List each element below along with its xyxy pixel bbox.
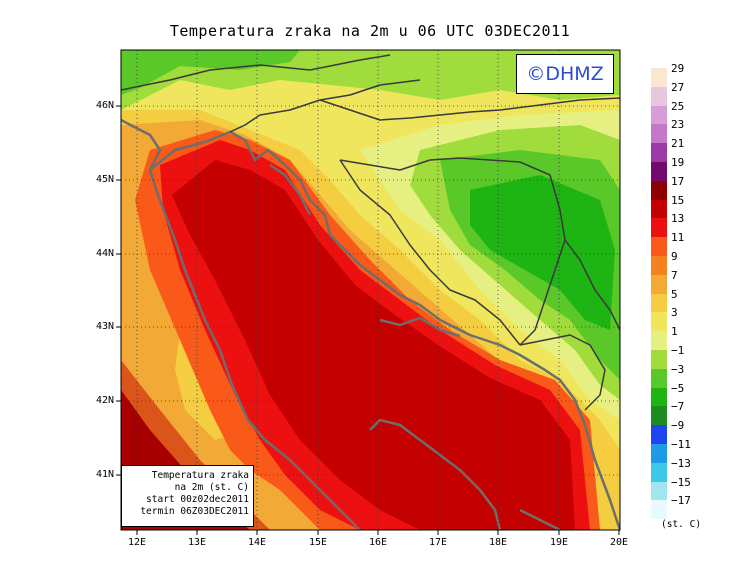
legend-label: 1 (671, 325, 678, 339)
border-serbia (564, 239, 620, 331)
lon-label-17e: 17E (428, 537, 448, 548)
lat-label-43n: 43N (95, 321, 114, 332)
coastline-italy (121, 118, 361, 530)
border-alps (121, 54, 391, 91)
legend-swatch (651, 256, 667, 275)
lat-label-46n: 46N (95, 100, 114, 111)
legend-swatch (651, 500, 667, 520)
border-bosnia-north (339, 157, 566, 241)
info-line-1: Temperatura zraka (151, 470, 249, 481)
field-adriatic-deep (172, 160, 575, 530)
lat-label-42n: 42N (95, 395, 114, 406)
legend-swatch (651, 124, 667, 144)
borders (121, 54, 620, 411)
legend-swatch (651, 462, 667, 482)
legend-label: −5 (671, 381, 685, 395)
coastline-gargano (369, 418, 502, 530)
legend-label: −3 (671, 362, 685, 376)
info-line-4: termin 06Z03DEC2011 (140, 506, 249, 517)
axis-ticks (116, 105, 620, 535)
legend-label: −11 (671, 438, 691, 451)
legend-label: 9 (671, 250, 678, 263)
legend-label: 13 (671, 212, 685, 226)
legend-swatch (651, 199, 667, 219)
coastlines (121, 118, 620, 530)
lat-label-45n: 45N (95, 174, 114, 185)
legend-swatch (651, 293, 667, 313)
border-slovenia (229, 79, 421, 133)
lon-label-12e: 12E (127, 537, 147, 548)
temperature-field (121, 50, 620, 530)
dhmz-badge: ©DHMZ (516, 54, 614, 94)
info-box: Temperatura zraka na 2m (st. C) start 00… (121, 465, 254, 527)
legend-swatch (651, 368, 667, 388)
legend-swatch (651, 444, 667, 463)
legend-label: 7 (671, 268, 678, 282)
legend-label: 17 (671, 174, 685, 188)
legend-label: −1 (671, 344, 685, 357)
legend-swatch (651, 406, 667, 426)
legend-swatch (651, 350, 667, 369)
legend-swatch (651, 218, 667, 238)
legend-swatch (651, 180, 667, 200)
legend-label: 15 (671, 193, 685, 207)
legend-swatch (651, 105, 667, 125)
map-frame (120, 49, 621, 531)
border-bosnia-west (339, 159, 521, 346)
coastline-istria-dalmatia (149, 130, 620, 530)
field-east-cold (470, 175, 615, 330)
legend-label: 27 (671, 80, 685, 94)
field-alps-core (121, 50, 300, 95)
legend-swatch (651, 331, 667, 351)
legend-label: 11 (671, 231, 685, 245)
legend-swatch (651, 143, 667, 163)
legend-swatch (651, 274, 667, 294)
legend-label: 19 (671, 156, 685, 169)
info-line-3: start 00z02dec2011 (146, 494, 249, 505)
legend-label: −17 (671, 494, 691, 508)
legend-swatch (651, 86, 667, 106)
legend-label: 29 (671, 62, 685, 75)
lon-label-20e: 20E (609, 537, 629, 548)
lon-label-15e: 15E (308, 537, 328, 548)
coastline-islands-dalmatia (379, 316, 461, 338)
coastline-apulia (519, 508, 561, 530)
border-bosnia-east (519, 239, 566, 346)
lon-label-18e: 18E (488, 537, 508, 548)
coastline-islands-kvarner (269, 163, 312, 216)
legend-label: 3 (671, 306, 678, 320)
legend-swatch (651, 387, 667, 407)
legend-unit: (st. C) (661, 519, 702, 530)
legend-swatch (651, 312, 667, 332)
info-line-2: na 2m (st. C) (174, 482, 249, 493)
legend-label: −13 (671, 456, 691, 470)
legend-label: −9 (671, 419, 685, 433)
legend-label: 25 (671, 99, 685, 113)
lat-label-41n: 41N (95, 469, 114, 480)
lon-label-19e: 19E (549, 537, 569, 548)
border-montenegro (519, 334, 606, 411)
legend-label: −15 (671, 475, 691, 489)
legend-swatch (651, 237, 667, 257)
lon-label-14e: 14E (247, 537, 267, 548)
lat-label-44n: 44N (95, 248, 114, 259)
legend-label: 21 (671, 137, 685, 151)
legend-swatch (651, 481, 667, 501)
legend-swatch (651, 68, 667, 87)
border-croatia-north (319, 97, 620, 121)
legend-label: 23 (671, 118, 685, 132)
legend-swatch (651, 162, 667, 181)
map-title: Temperatura zraka na 2m u 06 UTC 03DEC20… (169, 22, 571, 40)
legend-label: −7 (671, 400, 685, 414)
lon-label-13e: 13E (187, 537, 207, 548)
legend-swatch (651, 425, 667, 445)
graticule (121, 50, 620, 530)
lon-label-16e: 16E (368, 537, 388, 548)
legend-label: 5 (671, 287, 678, 301)
